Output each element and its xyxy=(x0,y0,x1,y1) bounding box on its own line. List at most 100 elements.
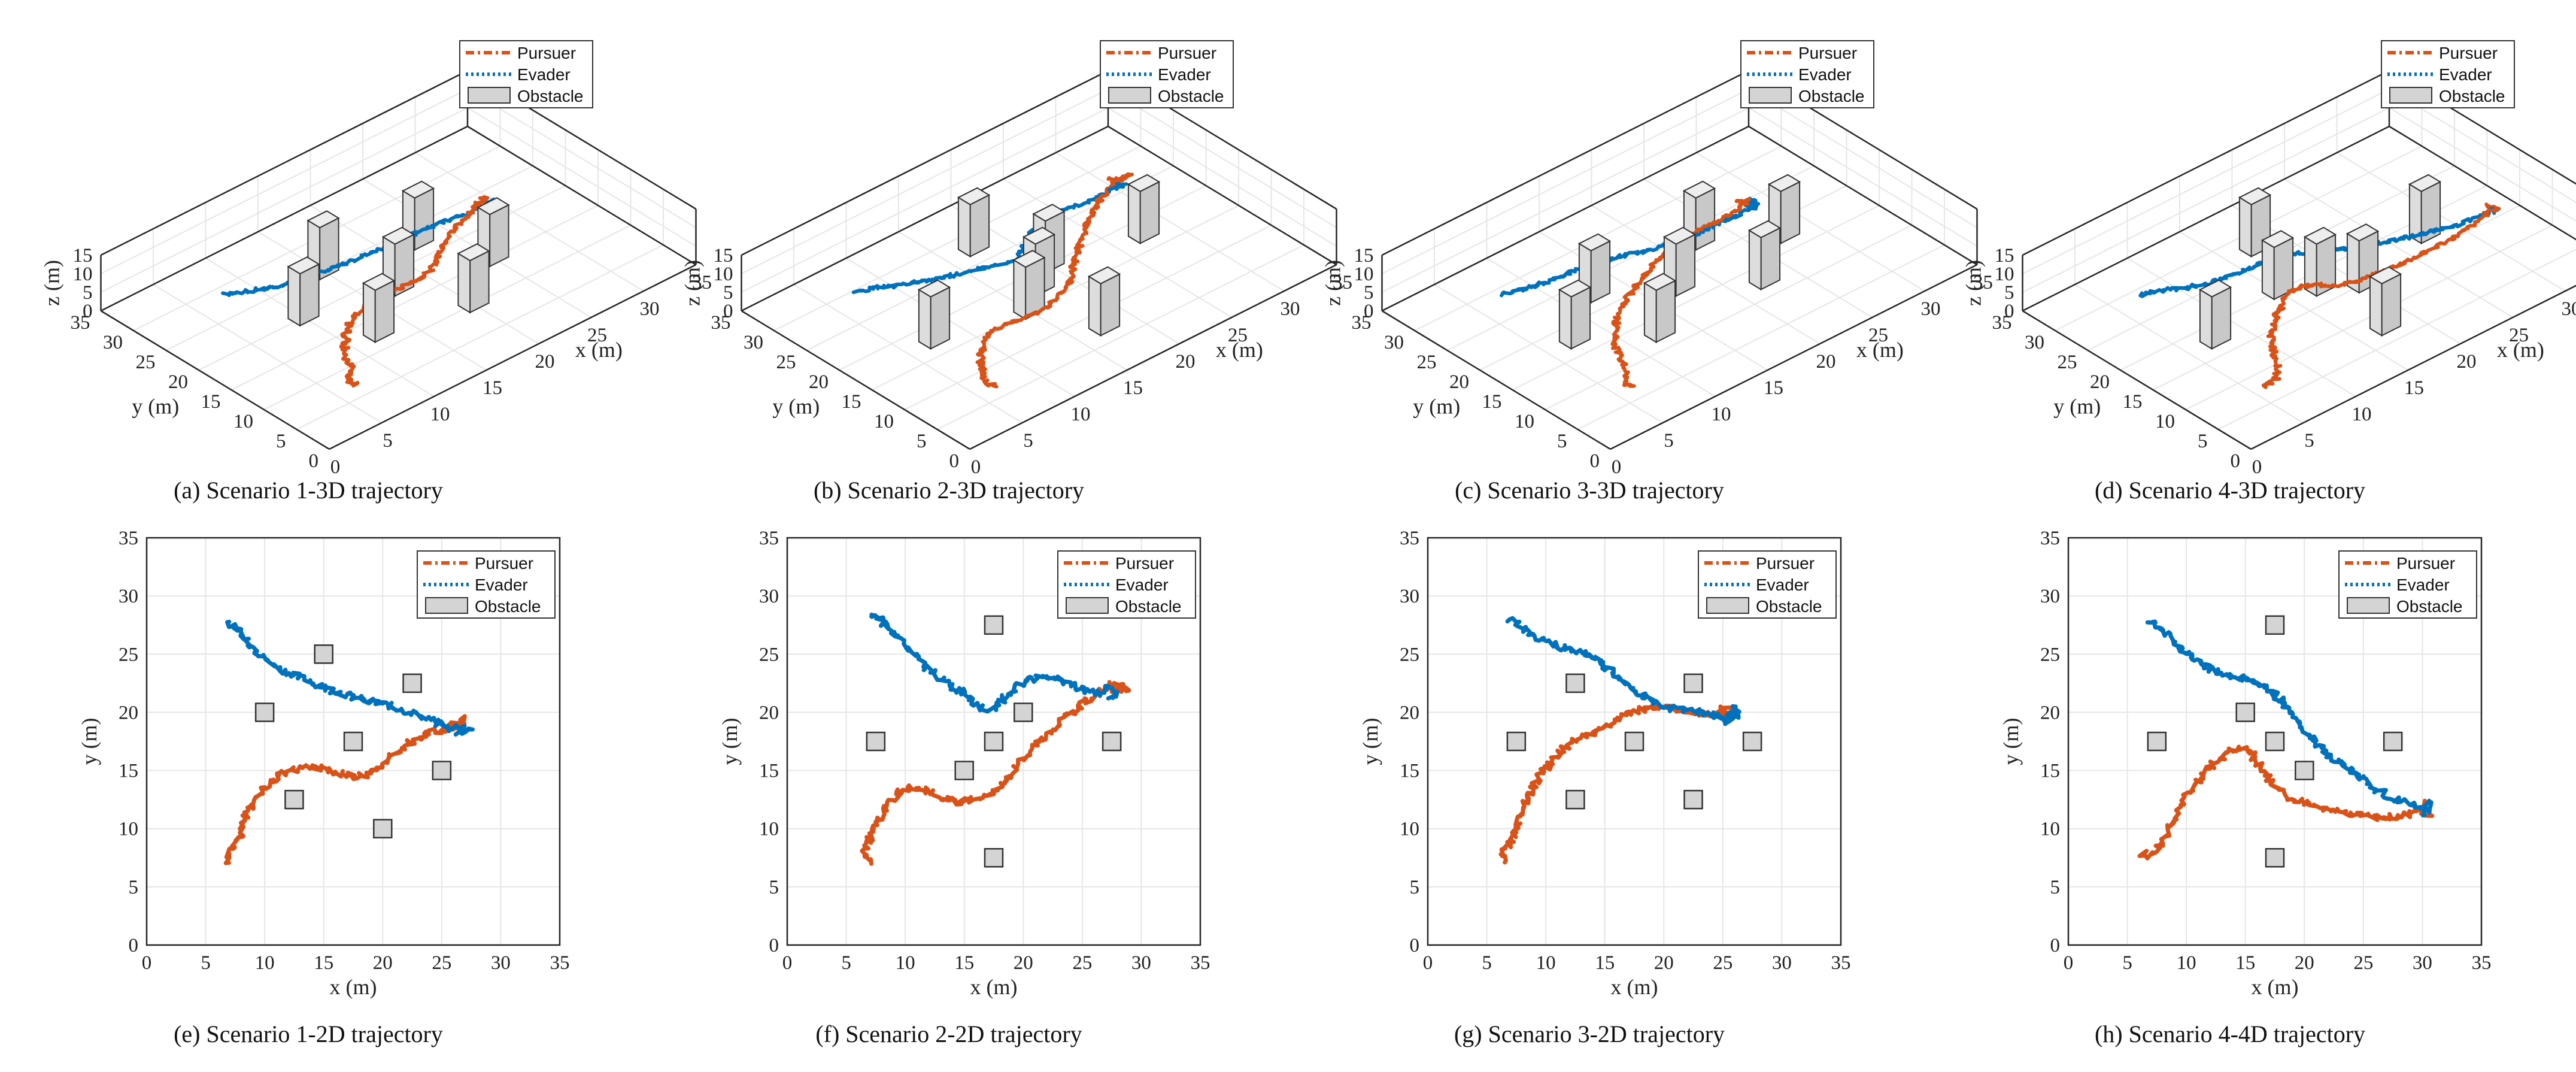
x-tick-label: 0 xyxy=(1423,952,1433,974)
wall-grid-h xyxy=(101,89,468,274)
x-tick-label: 10 xyxy=(2352,404,2372,425)
pursuer-trajectory-3d xyxy=(1613,349,1624,359)
x-tick-label: 30 xyxy=(1921,298,1941,320)
pursuer-trajectory-3d xyxy=(439,236,451,248)
evader-trajectory-3d xyxy=(954,269,973,277)
pursuer-trajectory-3d xyxy=(344,373,354,383)
obstacle-pillar-front xyxy=(1590,240,1611,304)
floor-grid-y xyxy=(2218,249,2576,430)
obstacle-pillar-top xyxy=(1558,279,1592,298)
axis-edge xyxy=(1108,125,1337,266)
pursuer-trajectory-3d xyxy=(2273,362,2283,371)
pursuer-trajectory-3d xyxy=(471,199,487,209)
obstacle-pillar-top xyxy=(1577,233,1612,252)
evader-trajectory-3d xyxy=(2413,231,2427,238)
z-axis-label: z (m) xyxy=(40,260,64,306)
y-axis-label: y (m) xyxy=(1999,718,2023,765)
axis-edge xyxy=(741,125,1109,312)
floor-grid-y xyxy=(296,244,664,430)
wall-grid-h xyxy=(741,107,1109,293)
evader-trajectory-3d xyxy=(1547,275,1562,284)
pursuer-trajectory-3d xyxy=(1020,313,1033,322)
evader-trajectory-3d xyxy=(889,281,905,290)
evader-trajectory xyxy=(1505,616,1741,726)
x-tick-label: 0 xyxy=(782,952,793,974)
evader-trajectory xyxy=(2145,619,2434,817)
x-axis-label: x (m) xyxy=(1856,338,1904,362)
x-tick-label: 15 xyxy=(1595,952,1615,974)
evader-trajectory-3d xyxy=(921,277,938,284)
pursuer-trajectory xyxy=(1498,702,1735,865)
obstacle-pillar-side xyxy=(1088,275,1102,337)
evader-trajectory-3d xyxy=(2241,265,2256,273)
z-tick-label: 0 xyxy=(723,301,733,322)
y-tick-label: 20 xyxy=(809,371,829,393)
evader-trajectory-3d xyxy=(1636,247,1652,255)
evader-trajectory-3d xyxy=(2138,289,2152,298)
obstacle-pillar-side xyxy=(918,288,932,350)
obstacle-pillar-top xyxy=(401,180,435,199)
floor-grid-x xyxy=(205,258,435,397)
y-tick-label: 30 xyxy=(1384,332,1404,353)
x-axis-label: x (m) xyxy=(1216,338,1263,362)
obstacle-pillar-side xyxy=(287,265,301,327)
y-tick-label: 15 xyxy=(1400,761,1419,782)
wall-grid-h xyxy=(2022,89,2390,274)
obstacle xyxy=(1565,789,1585,810)
legend-pursuer-label: Pursuer xyxy=(2396,554,2455,573)
x-tick-label: 5 xyxy=(1482,952,1492,974)
x-tick-label: 25 xyxy=(2509,325,2529,346)
x-tick-label: 25 xyxy=(432,952,451,974)
obstacle xyxy=(954,761,974,780)
x-tick-label: 35 xyxy=(550,952,570,974)
x-tick-label: 0 xyxy=(142,952,152,974)
legend-obstacle-swatch xyxy=(1108,87,1151,104)
y-tick-label: 25 xyxy=(1400,644,1419,665)
y-tick-label: 5 xyxy=(917,431,927,452)
obstacle-pillar-side xyxy=(957,196,971,258)
floor-grid-x xyxy=(153,284,383,423)
axis-edge xyxy=(1381,310,1611,450)
obstacle-pillar-top xyxy=(2408,174,2442,192)
legend-pursuer-label: Pursuer xyxy=(2439,44,2498,62)
pursuer-trajectory-3d xyxy=(344,322,354,333)
evader-trajectory-3d xyxy=(901,279,916,287)
pursuer-trajectory-3d xyxy=(2422,243,2440,254)
axis-edge xyxy=(741,69,1109,256)
pursuer-trajectory xyxy=(2137,744,2435,861)
legend-evader-label: Evader xyxy=(517,65,571,84)
pursuer-trajectory-3d xyxy=(1055,286,1069,299)
obstacle xyxy=(2383,731,2403,752)
evader-trajectory-3d xyxy=(230,289,248,296)
x-tick-label: 25 xyxy=(587,325,607,346)
x-tick-label: 0 xyxy=(2252,456,2262,478)
x-tick-label: 30 xyxy=(2413,952,2432,974)
pursuer-trajectory-3d xyxy=(1654,255,1665,264)
x-axis-label: x (m) xyxy=(2252,975,2299,999)
floor-grid-x xyxy=(2074,284,2304,423)
obstacle-pillar-top xyxy=(362,272,396,291)
y-tick-label: 35 xyxy=(1352,312,1372,334)
x-tick-label: 35 xyxy=(1831,952,1851,974)
obstacle xyxy=(343,731,363,752)
obstacle-pillar-top xyxy=(917,279,951,298)
legend-obstacle-label: Obstacle xyxy=(475,597,541,616)
pursuer-trajectory-3d xyxy=(1047,295,1060,305)
plot-2d-scenario-2: 00 5 5 10 10 15 15 20 20 25 25 30 30 35 35 x (m) y (m) Pu… xyxy=(718,528,1210,999)
legend-obstacle-swatch xyxy=(2347,597,2390,614)
obstacle xyxy=(1506,731,1527,752)
x-axis-label: x (m) xyxy=(970,975,1018,999)
y-tick-label: 20 xyxy=(1400,702,1419,723)
evader-trajectory-3d xyxy=(2397,233,2417,241)
obstacle-pillar-side xyxy=(1013,259,1027,320)
y-tick-label: 0 xyxy=(129,935,139,956)
y-tick-label: 25 xyxy=(1417,352,1437,373)
pursuer-trajectory xyxy=(223,714,467,865)
legend-evader-label: Evader xyxy=(1158,65,1211,84)
evader-trajectory xyxy=(225,619,475,737)
obstacle xyxy=(2147,731,2167,752)
x-tick-label: 5 xyxy=(1023,430,1033,452)
x-axis-label: x (m) xyxy=(2497,338,2544,362)
y-tick-label: 0 xyxy=(1410,935,1420,956)
